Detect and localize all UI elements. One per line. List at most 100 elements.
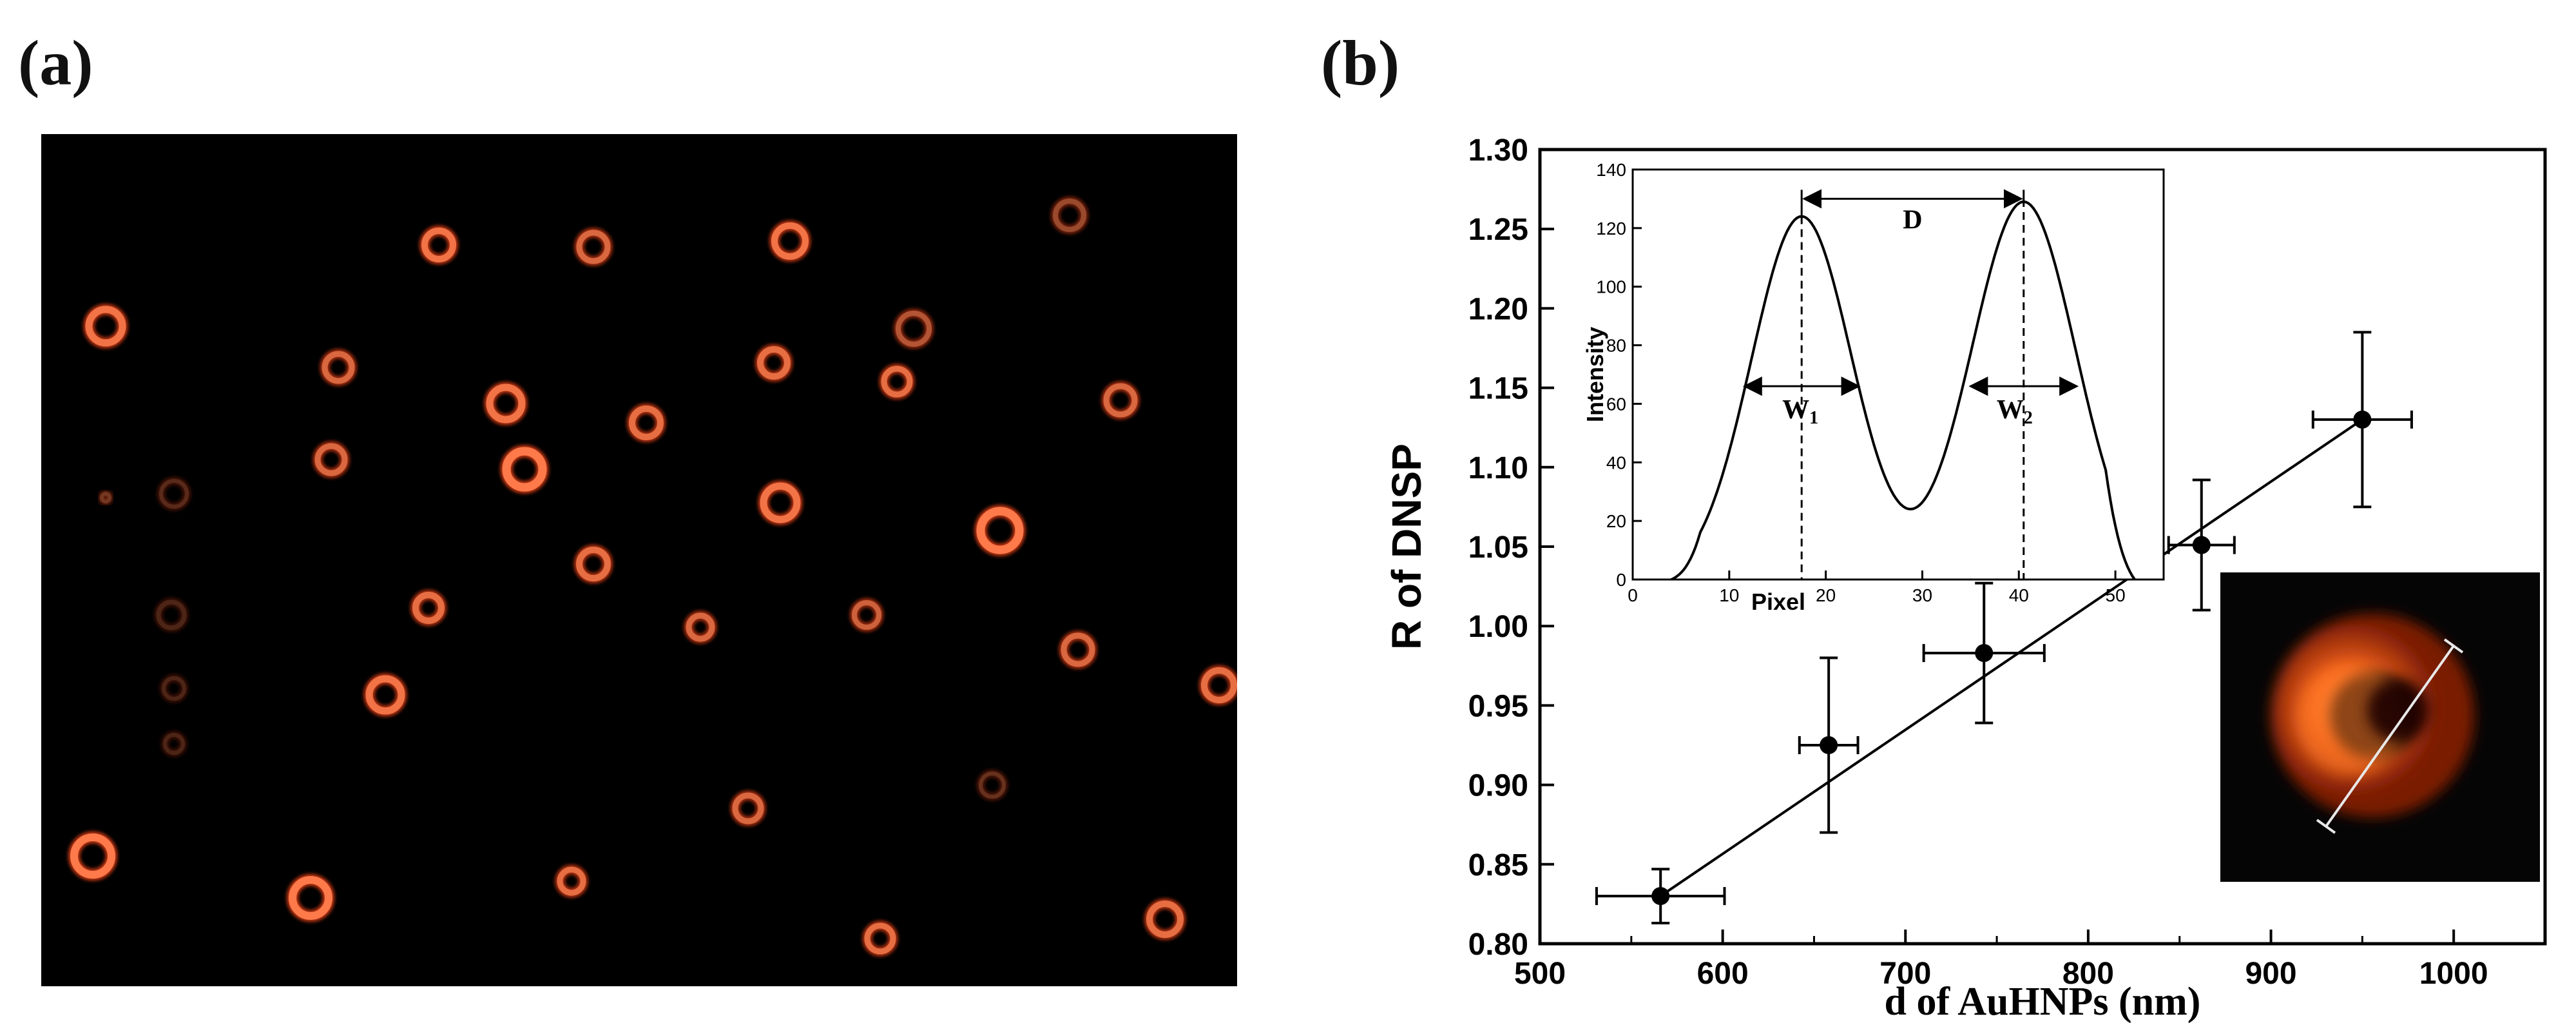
panel-label-b: (b) [1321, 27, 1400, 99]
inset-x-tick-label: 0 [1628, 585, 1638, 605]
main-axis-ticks [1539, 148, 2546, 945]
inset-x-tick-label: 40 [2009, 585, 2029, 605]
fluorescent-ring [320, 349, 357, 386]
inset-x-tick-label: 10 [1719, 585, 1739, 605]
fluorescent-ring [730, 790, 766, 826]
data-marker [1820, 736, 1838, 754]
fluorescent-ring [862, 921, 898, 957]
fluorescent-ring [977, 770, 1008, 801]
fluorescent-ring [627, 404, 666, 442]
data-point-with-error-bars [1595, 868, 1726, 924]
inset-y-tick-label: 140 [1596, 160, 1626, 180]
fluorescent-ring [160, 674, 188, 703]
x-tick-label: 700 [1879, 957, 1931, 991]
fluorescent-ring [850, 598, 883, 632]
inset-axis-ticks [1631, 168, 2117, 581]
fluorescent-ring [484, 382, 528, 425]
y-tick-label: 0.80 [1468, 928, 1528, 962]
inset-x-tick-label: 20 [1816, 585, 1836, 605]
data-marker [2192, 536, 2211, 554]
inset-x-axis-label: Pixel [1751, 589, 1805, 615]
fluorescent-ring [157, 477, 191, 511]
panel-label-a: (a) [18, 27, 93, 99]
fluorescent-ring [758, 480, 803, 525]
data-point-with-error-bars [2167, 478, 2236, 612]
width2-label: W2 [1997, 395, 2033, 428]
fluorescent-ring [879, 364, 915, 400]
x-axis-label: d of AuHNPs (nm) [1885, 980, 2201, 1023]
fluorescent-ring [287, 874, 334, 922]
fluorescent-ring [574, 228, 613, 266]
fluorescent-ring [974, 505, 1026, 556]
fluorescent-ring [83, 304, 128, 349]
inset-y-tick-label: 0 [1616, 570, 1626, 590]
inset-y-tick-label: 80 [1606, 336, 1626, 356]
y-tick-label: 0.90 [1468, 769, 1528, 803]
width1-label: W1 [1782, 395, 1818, 428]
inset-y-tick-label: 120 [1596, 219, 1626, 239]
y-tick-label: 1.30 [1468, 133, 1528, 168]
x-tick-label: 800 [2062, 957, 2114, 991]
y-tick-label: 1.05 [1468, 531, 1528, 565]
y-tick-label: 0.85 [1468, 848, 1528, 882]
data-point-with-error-bars [2311, 331, 2413, 509]
fluorescent-ring [894, 309, 934, 349]
fluorescent-ring [419, 226, 458, 264]
linear-fit-line [1660, 418, 2363, 897]
inset-x-tick-label: 50 [2106, 585, 2126, 605]
inset-y-tick-label: 40 [1606, 453, 1626, 473]
data-marker [1975, 644, 1994, 663]
fluorescent-ring [1199, 665, 1237, 705]
distance-label: D [1903, 205, 1922, 235]
y-tick-label: 1.20 [1468, 292, 1528, 326]
fluorescent-ring [1051, 197, 1088, 234]
x-tick-label: 600 [1697, 957, 1749, 991]
inset-y-tick-label: 20 [1606, 511, 1626, 531]
y-tick-label: 1.00 [1468, 610, 1528, 644]
fluorescent-ring [574, 545, 613, 583]
fluorescent-ring [312, 441, 350, 478]
x-tick-label: 500 [1514, 957, 1566, 991]
data-points [1595, 331, 2413, 924]
fluorescent-ring [1101, 381, 1140, 420]
intensity-profile-inset: 0 10 20 30 40 50 0 20 40 60 80 100 120 140 D W1 W2 Pi… [1582, 160, 2165, 615]
micrograph-rings [68, 197, 1237, 957]
inset-axis-tick-labels: 0 10 20 30 40 50 0 20 40 60 80 100 120 140 [1596, 160, 2125, 605]
data-marker [2353, 410, 2372, 429]
fluorescent-ring [769, 220, 811, 262]
x-tick-label: 1000 [2419, 957, 2488, 991]
fluorescent-ring [68, 832, 117, 881]
fluorescent-ring [410, 590, 447, 626]
fluorescent-ring [500, 445, 549, 494]
fluorescent-ring [363, 673, 407, 717]
inset-y-tick-label: 100 [1596, 277, 1626, 297]
profile-line [2325, 645, 2455, 828]
fluorescent-ring [98, 490, 113, 505]
inset-y-axis-label: Intensity [1582, 327, 1608, 422]
fluorescence-micrograph [41, 134, 1237, 986]
data-point-with-error-bars [1922, 581, 2046, 725]
fluorescent-ring [684, 610, 717, 644]
y-tick-label: 1.25 [1468, 213, 1528, 247]
y-tick-label: 1.10 [1468, 451, 1528, 485]
y-axis-label: R of DNSP [1383, 443, 1430, 650]
data-marker [1651, 887, 1670, 906]
main-axis-tick-labels: 500 600 700 800 900 10000.800.850.900.951.001… [1468, 133, 2488, 991]
inset-frame [1631, 168, 2165, 581]
fluorescent-ring [154, 598, 189, 632]
fluorescent-ring [555, 864, 588, 898]
fluorescent-ring [1059, 630, 1097, 669]
profile-line-cap-top [2443, 638, 2464, 654]
fluorescent-ring [161, 731, 187, 757]
data-point-with-error-bars [1798, 656, 1860, 834]
inset-y-tick-label: 60 [1606, 394, 1626, 414]
intensity-curve [1671, 200, 2136, 581]
fluorescent-ring [755, 344, 793, 382]
profile-line-cap-bottom [2316, 819, 2336, 834]
y-tick-label: 0.95 [1468, 689, 1528, 723]
x-tick-label: 900 [2245, 957, 2296, 991]
y-tick-label: 1.15 [1468, 372, 1528, 406]
particle-image-inset [2220, 572, 2540, 882]
fluorescent-ring [1144, 899, 1186, 940]
